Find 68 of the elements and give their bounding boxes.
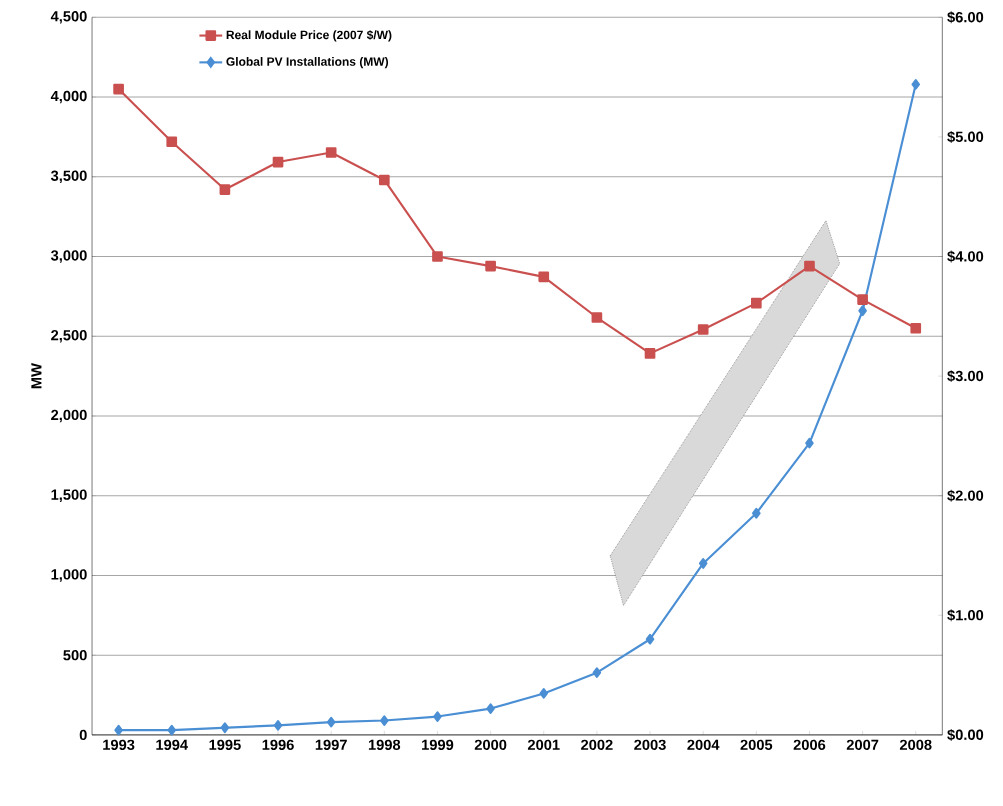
point	[272, 156, 284, 168]
x-tick-label: 1997	[315, 739, 347, 751]
y2-tick-label: $1.00	[947, 609, 984, 622]
point	[857, 294, 868, 306]
point	[698, 558, 708, 570]
x-tick-label: 2005	[740, 739, 773, 751]
x-tick-label: 2001	[527, 739, 560, 751]
point	[752, 508, 761, 519]
point	[805, 437, 814, 449]
point	[910, 323, 922, 334]
point	[644, 348, 656, 359]
x-tick-label: 2000	[474, 739, 507, 751]
x-tick-label: 2002	[581, 739, 613, 751]
x-tick-label: 2006	[793, 739, 826, 751]
y-tick-label: 4,000	[50, 91, 87, 104]
point	[167, 724, 177, 736]
point	[326, 717, 336, 728]
x-tick-label: 2007	[846, 739, 879, 751]
point	[538, 271, 550, 283]
x-tick-label: 1993	[103, 739, 135, 751]
x-tick-label: 1995	[209, 739, 241, 751]
point	[219, 184, 231, 196]
x-tick-label: 1994	[156, 739, 188, 751]
point	[433, 711, 442, 723]
point	[325, 147, 337, 159]
y-axis-title: MW	[31, 363, 42, 389]
point	[220, 722, 230, 734]
y2-tick-label: $2.00	[947, 489, 984, 502]
y2-tick-label: $5.00	[947, 131, 984, 144]
legend-label: Global PV Installations (MW)	[226, 57, 389, 69]
point	[166, 136, 178, 148]
x-tick-label: 2004	[687, 739, 720, 751]
legend-label: Real Module Price (2007 $/W)	[226, 30, 392, 42]
y-tick-label: 1,000	[51, 569, 87, 582]
point	[486, 703, 495, 715]
point	[378, 174, 390, 186]
x-tick-label: 1998	[368, 739, 401, 751]
point	[273, 720, 283, 731]
point	[592, 667, 602, 679]
y2-tick-label: $3.00	[947, 370, 984, 383]
point	[485, 260, 496, 272]
point	[114, 724, 123, 736]
y-tick-label: 500	[63, 650, 87, 661]
point	[380, 715, 389, 727]
x-tick-label: 1999	[422, 739, 454, 751]
y-tick-label: 2,000	[51, 409, 87, 423]
y-tick-label: 0	[79, 729, 87, 741]
point	[697, 324, 709, 336]
y-tick-label: 1,500	[51, 489, 87, 503]
y-tick-label: 3,000	[50, 250, 87, 263]
point	[539, 688, 549, 699]
y2-tick-label: $0.00	[947, 729, 984, 742]
y-tick-label: 4,500	[50, 11, 87, 24]
y2-tick-label: $4.00	[947, 250, 984, 263]
y-tick-label: 3,500	[50, 170, 87, 184]
point	[645, 634, 655, 645]
point	[432, 251, 443, 263]
point	[911, 79, 921, 90]
point	[591, 312, 603, 324]
point	[858, 305, 867, 317]
point	[804, 260, 815, 272]
x-tick-label: 1996	[262, 739, 294, 751]
point	[750, 298, 762, 309]
x-tick-label: 2008	[899, 739, 932, 751]
x-tick-label: 2003	[634, 739, 666, 751]
y-tick-label: 2,500	[51, 330, 87, 343]
y2-tick-label: $6.00	[947, 11, 984, 24]
point	[113, 83, 124, 95]
